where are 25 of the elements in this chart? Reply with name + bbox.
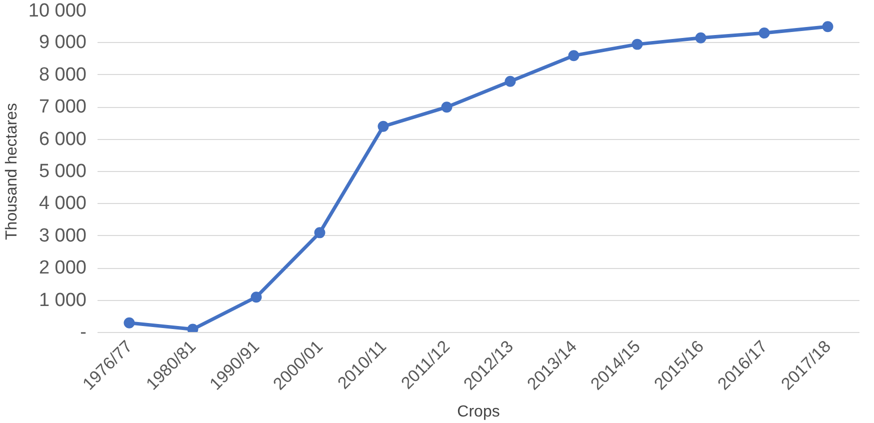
y-tick-label: 1 000 bbox=[38, 290, 86, 311]
point bbox=[378, 120, 389, 132]
point bbox=[187, 324, 198, 332]
x-axis-title: Crops bbox=[457, 403, 500, 420]
y-tick-label: 8 000 bbox=[38, 64, 86, 86]
point bbox=[758, 28, 770, 39]
y-tick-label: 6 000 bbox=[38, 128, 86, 150]
y-tick-label: 7 000 bbox=[38, 96, 86, 118]
y-tick-label: - bbox=[80, 322, 86, 343]
point bbox=[695, 32, 706, 44]
point bbox=[632, 38, 643, 50]
y-tick-label: 2 000 bbox=[38, 258, 86, 279]
y-tick-label: 3 000 bbox=[38, 225, 86, 246]
point bbox=[441, 102, 452, 113]
point bbox=[314, 227, 326, 238]
point bbox=[504, 76, 516, 87]
point bbox=[124, 317, 135, 328]
point bbox=[568, 50, 580, 62]
y-axis-title: Thousand hectares bbox=[3, 103, 20, 240]
y-tick-label: 5 000 bbox=[38, 161, 86, 182]
point bbox=[250, 292, 262, 303]
y-tick-label: 10 000 bbox=[28, 0, 87, 22]
y-tick-label: 4 000 bbox=[38, 193, 86, 214]
y-tick-label: 9 000 bbox=[38, 32, 86, 54]
point bbox=[822, 21, 834, 32]
